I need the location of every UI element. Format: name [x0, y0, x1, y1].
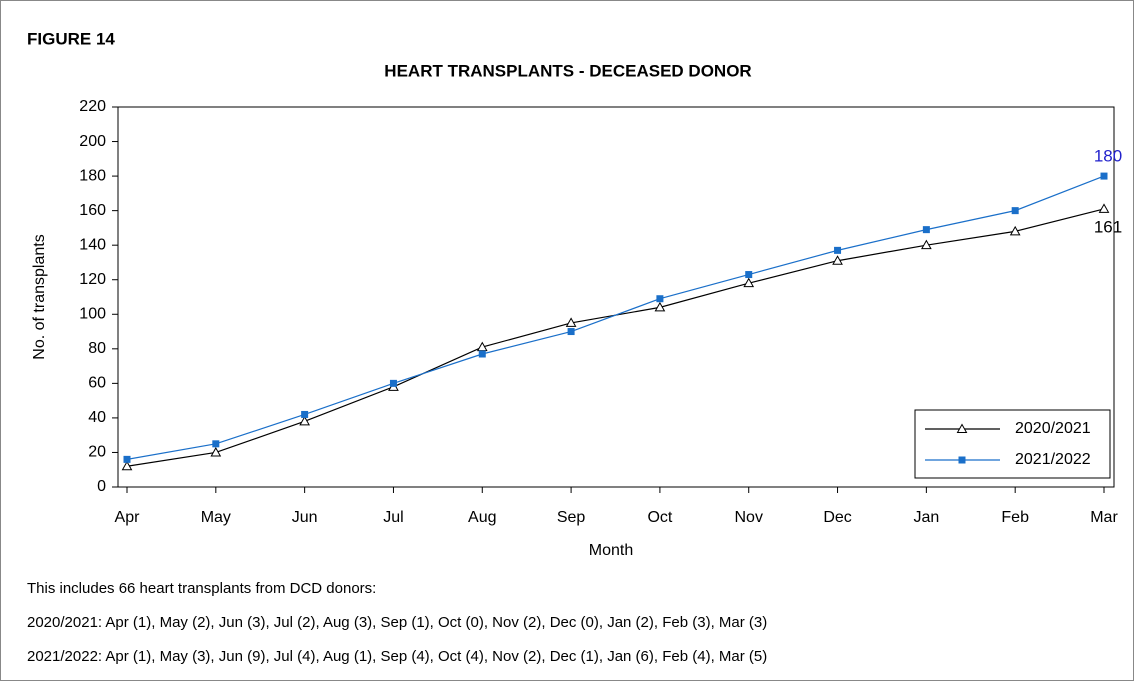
data-label: 161 — [1094, 217, 1122, 236]
x-axis-title: Month — [589, 542, 633, 559]
point — [389, 379, 397, 387]
x-tick-label: Oct — [647, 509, 672, 526]
point — [654, 301, 666, 312]
x-tick-label: Sep — [557, 509, 586, 526]
y-tick-label: 100 — [79, 305, 106, 322]
point — [745, 271, 753, 279]
plot-area — [117, 106, 1115, 488]
y-tick-label: 200 — [79, 133, 106, 150]
y-tick-label: 60 — [88, 375, 106, 392]
legend-marker — [956, 423, 968, 433]
x-tick-label: Mar — [1090, 509, 1118, 526]
x-tick-label: Jul — [383, 509, 403, 526]
figure-label: FIGURE 14 — [27, 29, 115, 48]
point — [743, 277, 755, 288]
y-tick-label: 160 — [79, 202, 106, 219]
point — [832, 255, 843, 265]
point — [565, 317, 577, 327]
y-tick-label: 140 — [79, 236, 106, 253]
point — [1011, 207, 1019, 215]
legend — [914, 409, 1111, 479]
legend-marker — [958, 456, 966, 464]
x-tick-label: Jun — [292, 509, 318, 526]
point — [212, 440, 220, 448]
y-tick-label: 180 — [79, 167, 106, 184]
note: 2020/2021: Apr (1), May (2), Jun (3), Ju… — [27, 614, 767, 631]
y-axis-title: No. of transplants — [31, 234, 48, 359]
point — [921, 239, 932, 250]
point — [1009, 225, 1021, 236]
x-tick-label: Feb — [1001, 509, 1029, 526]
point — [834, 246, 842, 254]
legend-label: 2020/2021 — [1015, 420, 1091, 437]
y-tick-label: 20 — [88, 444, 106, 461]
x-tick-label: Jan — [913, 509, 939, 526]
legend-label: 2021/2022 — [1015, 451, 1091, 468]
data-label: 180 — [1094, 147, 1122, 166]
x-tick-label: Apr — [115, 509, 141, 526]
point — [656, 295, 664, 303]
point — [210, 446, 222, 457]
x-tick-label: Dec — [823, 509, 851, 526]
point — [123, 455, 131, 463]
point — [1100, 172, 1108, 180]
x-tick-label: Aug — [468, 509, 496, 526]
series-line — [126, 175, 1105, 460]
point — [922, 226, 930, 234]
x-tick-label: Nov — [735, 509, 763, 526]
y-tick-label: 80 — [88, 340, 106, 357]
point — [478, 350, 486, 358]
y-tick-label: 40 — [88, 409, 106, 426]
x-tick-label: May — [201, 509, 231, 526]
point — [299, 415, 310, 426]
point — [301, 410, 309, 418]
note: 2021/2022: Apr (1), May (3), Jun (9), Ju… — [27, 648, 767, 665]
chart-title: HEART TRANSPLANTS - DECEASED DONOR — [384, 61, 751, 80]
point — [567, 328, 575, 336]
note: This includes 66 heart transplants from … — [27, 580, 376, 597]
y-tick-label: 220 — [79, 98, 106, 115]
y-tick-label: 0 — [97, 478, 106, 495]
y-tick-label: 120 — [79, 271, 106, 288]
point — [1098, 203, 1110, 213]
point — [121, 460, 133, 471]
